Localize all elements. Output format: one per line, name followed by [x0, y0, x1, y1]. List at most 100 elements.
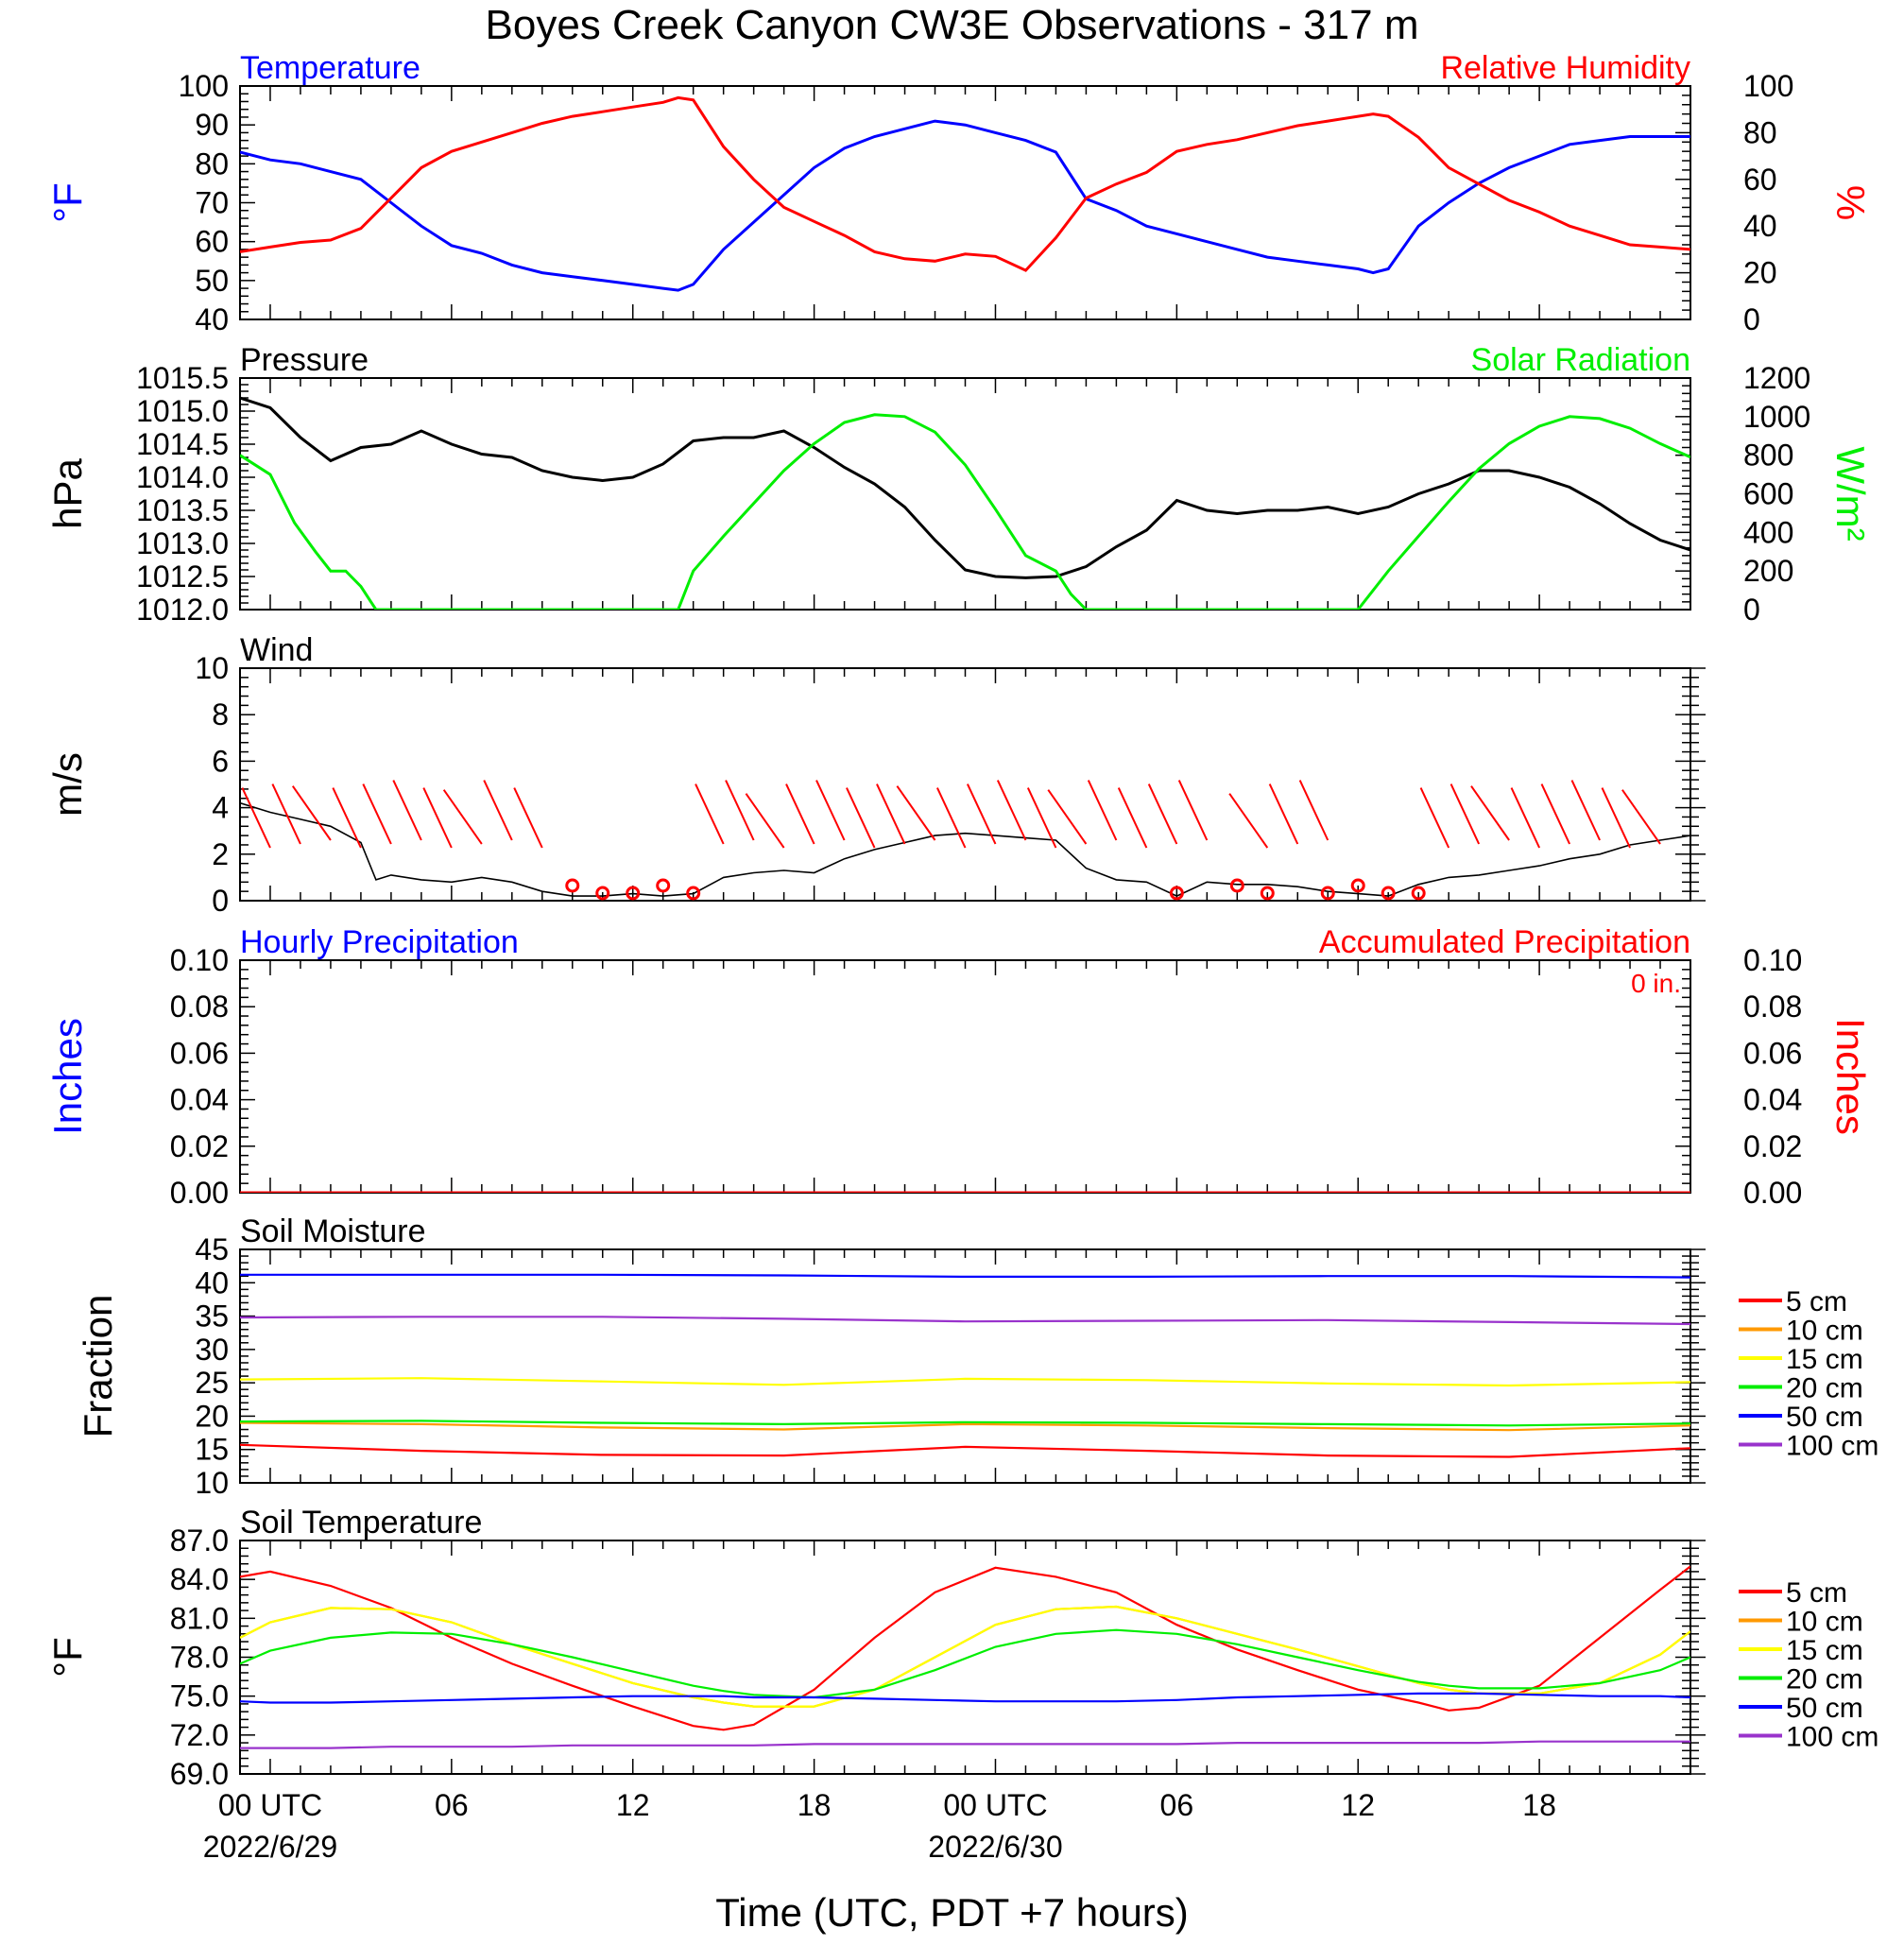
y-tick-label-left: 1014.5	[136, 427, 229, 461]
calm-wind-marker	[1350, 878, 1365, 893]
wind-barb	[785, 783, 815, 845]
y-tick-label-left: 1014.0	[136, 460, 229, 494]
y-tick-label-right: 0.06	[1743, 1036, 1802, 1070]
legend-label: 20 cm	[1786, 1373, 1863, 1404]
wind-barb	[291, 785, 332, 841]
plot-area	[240, 780, 1690, 901]
wind-barb	[1470, 785, 1510, 841]
series-line-100-cm	[240, 1740, 1690, 1749]
series-line-wind-speed	[240, 801, 1690, 897]
series-line-10-cm	[240, 1605, 1690, 1708]
y-axis-label-left: Fraction	[76, 1295, 120, 1438]
wind-barb	[1298, 780, 1329, 841]
wind-barb	[846, 787, 876, 849]
panel-title-left: Hourly Precipitation	[240, 924, 519, 960]
y-tick-label-left: 1015.0	[136, 394, 229, 428]
x-axis-title: Time (UTC, PDT +7 hours)	[715, 1890, 1189, 1935]
x-tick-label: 12	[1341, 1788, 1375, 1822]
wind-barb	[876, 783, 906, 845]
y-tick-label-left: 0.00	[170, 1176, 229, 1210]
x-tick-label: 06	[435, 1788, 469, 1822]
y-tick-label-left: 10	[195, 1466, 229, 1500]
wind-barb	[1419, 787, 1450, 849]
calm-wind-marker	[656, 878, 671, 893]
wind-barb	[896, 785, 936, 841]
temperature-humidity-panel: 40 50 60 70 80 90 100 0 20 40 60 80 100 Temperature Re…	[45, 50, 1873, 336]
legend-label: 5 cm	[1786, 1286, 1847, 1317]
y-tick-label-left: 8	[212, 697, 229, 732]
plot-area	[240, 396, 1690, 610]
y-tick-label-left: 69.0	[170, 1757, 229, 1791]
y-tick-label-left: 80	[195, 146, 229, 181]
panel-frame	[239, 667, 1691, 902]
legend-label: 20 cm	[1786, 1664, 1863, 1695]
y-tick-label-right: 0	[1743, 593, 1760, 627]
wind-barb	[1540, 783, 1570, 845]
y-tick-label-right: 400	[1743, 515, 1793, 549]
y-tick-label-left: 75.0	[170, 1679, 229, 1713]
calm-wind-marker	[565, 878, 580, 893]
wind-barb	[1117, 787, 1148, 849]
legend-label: 100 cm	[1786, 1431, 1878, 1462]
y-tick-label-left: 1012.5	[136, 559, 229, 594]
series-line-temperature	[240, 119, 1690, 292]
legend-label: 15 cm	[1786, 1344, 1863, 1375]
y-tick-label-left: 40	[195, 302, 229, 336]
y-tick-label-right: 0.08	[1743, 990, 1802, 1024]
time-axis: 00 UTC 06 12 18 00 UTC 06 12 18 2022/6/29 2022/6/…	[203, 1788, 1556, 1864]
precip-total-annotation: 0 in.	[1631, 969, 1681, 998]
wind-barb	[422, 787, 453, 849]
y-tick-label-left: 25	[195, 1366, 229, 1400]
plot-area	[240, 1565, 1690, 1749]
wind-barb	[745, 793, 785, 849]
calm-wind-marker	[686, 886, 701, 901]
y-tick-label-right: 0.02	[1743, 1129, 1802, 1163]
y-tick-label-left: 100	[179, 69, 229, 103]
legend-label: 100 cm	[1786, 1722, 1878, 1753]
x-tick-label: 12	[616, 1788, 650, 1822]
wind-barb	[271, 783, 301, 845]
wind-barb	[1047, 789, 1088, 845]
y-tick-label-right: 40	[1743, 209, 1777, 243]
series-line-solar-radiation	[240, 413, 1690, 610]
page-title: Boyes Creek Canyon CW3E Observations - 3…	[485, 2, 1419, 48]
y-tick-label-left: 72.0	[170, 1718, 229, 1752]
x-tick-label: 18	[1522, 1788, 1556, 1822]
wind-barb	[1177, 780, 1209, 841]
wind-barb	[1026, 787, 1057, 849]
x-tick-label: 00 UTC	[943, 1788, 1047, 1822]
y-tick-label-right: 0.10	[1743, 943, 1802, 977]
legend-label: 5 cm	[1786, 1577, 1847, 1609]
series-line-relative-humidity	[240, 95, 1690, 272]
calm-wind-marker	[1381, 886, 1396, 901]
series-line-100-cm	[240, 1316, 1690, 1326]
y-tick-label-right: 0.00	[1743, 1176, 1802, 1210]
wind-barb	[1510, 787, 1541, 849]
wind-barb	[1570, 780, 1601, 841]
wind-barb	[725, 780, 755, 841]
panel-title-right: Accumulated Precipitation	[1319, 924, 1690, 960]
y-tick-label-left: 40	[195, 1265, 229, 1300]
plot-area	[240, 95, 1690, 292]
y-tick-label-left: 15	[195, 1433, 229, 1467]
y-axis-label-left: °F	[45, 1637, 90, 1677]
panel-title-left: Pressure	[240, 342, 369, 378]
y-tick-label-right: 20	[1743, 256, 1777, 290]
y-tick-label-left: 1013.0	[136, 526, 229, 560]
wind-barb	[966, 783, 997, 845]
wind-barb	[241, 787, 271, 849]
series-line-15-cm	[240, 1377, 1690, 1387]
y-axis-label-right: Inches	[1828, 1018, 1873, 1135]
legend-label: 10 cm	[1786, 1607, 1863, 1638]
panel-frame	[239, 959, 1691, 1194]
y-tick-label-left: 60	[195, 225, 229, 259]
y-tick-label-left: 0	[212, 884, 229, 918]
y-tick-label-left: 0.08	[170, 990, 229, 1024]
y-tick-label-right: 80	[1743, 115, 1777, 149]
wind-barb	[936, 787, 967, 849]
y-tick-label-left: 1015.5	[136, 361, 229, 395]
x-tick-label: 18	[798, 1788, 832, 1822]
y-tick-label-right: 600	[1743, 477, 1793, 511]
y-tick-label-left: 10	[195, 651, 229, 685]
